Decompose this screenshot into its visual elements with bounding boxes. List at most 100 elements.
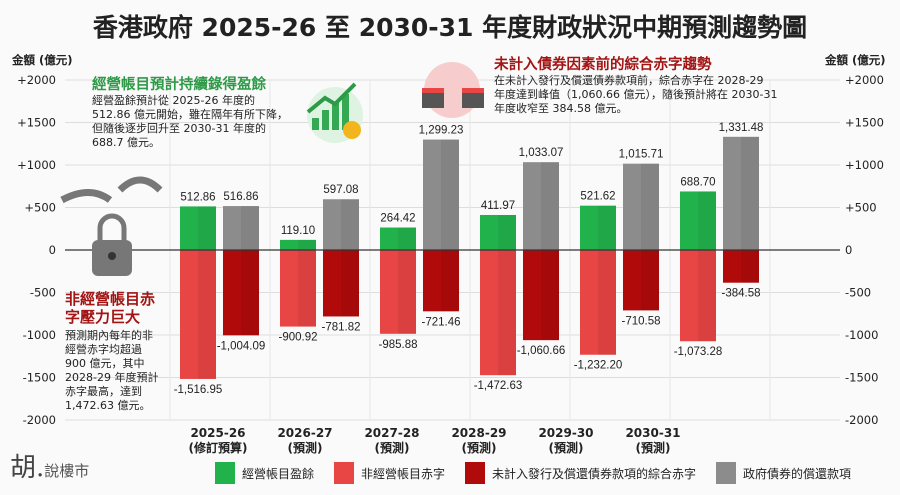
bar-shade	[198, 250, 216, 379]
data-label: -1,004.09	[217, 340, 266, 352]
data-label: -781.82	[321, 321, 360, 333]
bridge-right-top	[462, 88, 484, 93]
note-surplus: 經營帳目預計持續錄得盈餘 經營盈餘預計從 2025-26 年度的 512.86 …	[92, 76, 312, 150]
note-line: 2028-29 年度預計	[65, 371, 159, 384]
bar-shade	[598, 205, 616, 250]
bar-operating-surplus	[580, 205, 616, 250]
bar-shade	[241, 206, 259, 250]
data-label: -1,472.63	[474, 380, 523, 392]
bar-shade	[241, 250, 259, 336]
bar-shade	[741, 136, 759, 250]
bar-shade	[341, 199, 359, 250]
bar-consolidated-deficit	[723, 250, 759, 283]
x-tick-sublabel: (預測)	[375, 440, 410, 455]
bar-shade	[198, 206, 216, 250]
legend-item: 非經營帳目赤字	[334, 462, 445, 484]
note-heading: 非經營帳目赤	[65, 290, 156, 308]
icon-bar	[322, 110, 329, 130]
y-tick-label-left: -1000	[23, 328, 56, 342]
coin-icon	[343, 121, 361, 139]
data-label: -721.46	[421, 316, 460, 328]
y-tick-label-right: -1000	[845, 328, 878, 342]
data-label: -1,073.28	[674, 346, 723, 358]
bar-operating-surplus	[380, 227, 416, 250]
data-label: 597.08	[323, 184, 358, 196]
legend-swatch	[465, 462, 486, 484]
data-label: 1,033.07	[519, 147, 564, 159]
data-label: -985.88	[378, 339, 417, 351]
x-tick-sublabel: (預測)	[462, 440, 497, 455]
legend-item: 未計入發行及償還債券款項的綜合赤字	[465, 462, 696, 484]
bar-operating-surplus	[680, 191, 716, 250]
bar-bond-repayment	[423, 139, 459, 250]
note-line: 年度達到峰值（1,060.66 億元），隨後預計將在 2030-31	[494, 88, 778, 101]
bridge-left-top	[422, 88, 444, 93]
y-tick-label-left: +500	[24, 201, 56, 215]
note-line: 但隨後逐步回升至 2030-31 年度的	[92, 122, 266, 135]
note-line: 900 億元，其中	[65, 357, 145, 370]
bar-shade	[498, 250, 516, 376]
data-label: -1,060.66	[517, 345, 566, 357]
bridge-right	[462, 92, 484, 108]
data-label: 688.70	[680, 176, 715, 188]
x-tick-label: 2029-30	[538, 426, 593, 440]
x-tick-label: 2030-31	[625, 426, 680, 440]
y-tick-label-left: +2000	[17, 73, 56, 87]
note-non-operating: 非經營帳目赤 字壓力巨大 預測期內每年的非 經營赤字均超過 900 億元，其中 …	[65, 290, 170, 413]
bar-shade	[441, 250, 459, 312]
x-tick-sublabel: (預測)	[636, 440, 671, 455]
legend: 經營帳目盈餘 非經營帳目赤字 未計入發行及償還債券款項的綜合赤字 政府債券的償還…	[215, 462, 851, 484]
y-tick-label-right: +1500	[845, 116, 884, 130]
y-tick-label-right: 0	[845, 243, 852, 257]
legend-swatch	[716, 462, 737, 484]
bar-bond-repayment	[723, 136, 759, 250]
icon-bar	[312, 118, 319, 130]
y-tick-label-right: +1000	[845, 158, 884, 172]
y-tick-label-right: +2000	[845, 73, 884, 87]
bar-operating-surplus	[180, 206, 216, 250]
note-deficit-trend: 未計入債券因素前的綜合赤字趨勢 在未計入發行及償還債券款項前，綜合赤字在 202…	[494, 56, 824, 116]
bar-bond-repayment	[323, 199, 359, 250]
bar-consolidated-deficit	[423, 250, 459, 312]
data-label: 119.10	[281, 225, 315, 237]
data-label: -384.58	[721, 288, 760, 300]
y-tick-label-right: +500	[845, 201, 877, 215]
y-tick-label-left: -500	[30, 286, 56, 300]
bar-shade	[398, 227, 416, 250]
y-tick-label-left: +1000	[17, 158, 56, 172]
data-label: -710.58	[621, 315, 660, 327]
legend-label: 政府債券的償還款項	[743, 466, 852, 481]
bridge-left	[422, 92, 444, 108]
data-label: 512.86	[180, 191, 215, 203]
bar-operating-surplus	[280, 239, 316, 250]
legend-swatch	[215, 462, 235, 484]
note-line: 1,472.63 億元。	[65, 399, 151, 412]
bar-consolidated-deficit	[523, 250, 559, 341]
note-line: 年度收窄至 384.58 億元。	[494, 102, 628, 115]
data-label: -900.92	[278, 332, 317, 344]
icon-bar	[342, 94, 349, 130]
note-deficit-heading: 未計入債券因素前的綜合赤字趨勢	[494, 57, 712, 73]
data-label: 411.97	[481, 200, 515, 212]
x-tick-label: 2025-26	[190, 426, 245, 440]
bar-non-operating-deficit	[280, 250, 316, 327]
note-line: 預測期內每年的非	[65, 329, 153, 342]
bar-shade	[598, 250, 616, 355]
note-line: 在未計入發行及償還債券款項前，綜合赤字在 2028-29	[494, 74, 764, 87]
bar-bond-repayment	[523, 162, 559, 250]
logo: 胡.說樓市	[10, 447, 89, 484]
bar-shade	[498, 214, 516, 250]
y-tick-label-right: -500	[845, 286, 871, 300]
y-axis-title-right: 金額 (億元)	[824, 53, 886, 67]
bar-consolidated-deficit	[223, 250, 259, 336]
note-line: 赤字最高，達到	[65, 385, 142, 398]
bar-bond-repayment	[623, 163, 659, 250]
bar-shade	[641, 163, 659, 250]
y-tick-label-left: -1500	[23, 371, 56, 385]
bar-shade	[741, 250, 759, 283]
note-heading: 字壓力巨大	[65, 308, 141, 326]
legend-item: 政府債券的償還款項	[716, 462, 851, 484]
legend-item: 經營帳目盈餘	[215, 462, 314, 484]
chain-icon	[60, 176, 163, 204]
